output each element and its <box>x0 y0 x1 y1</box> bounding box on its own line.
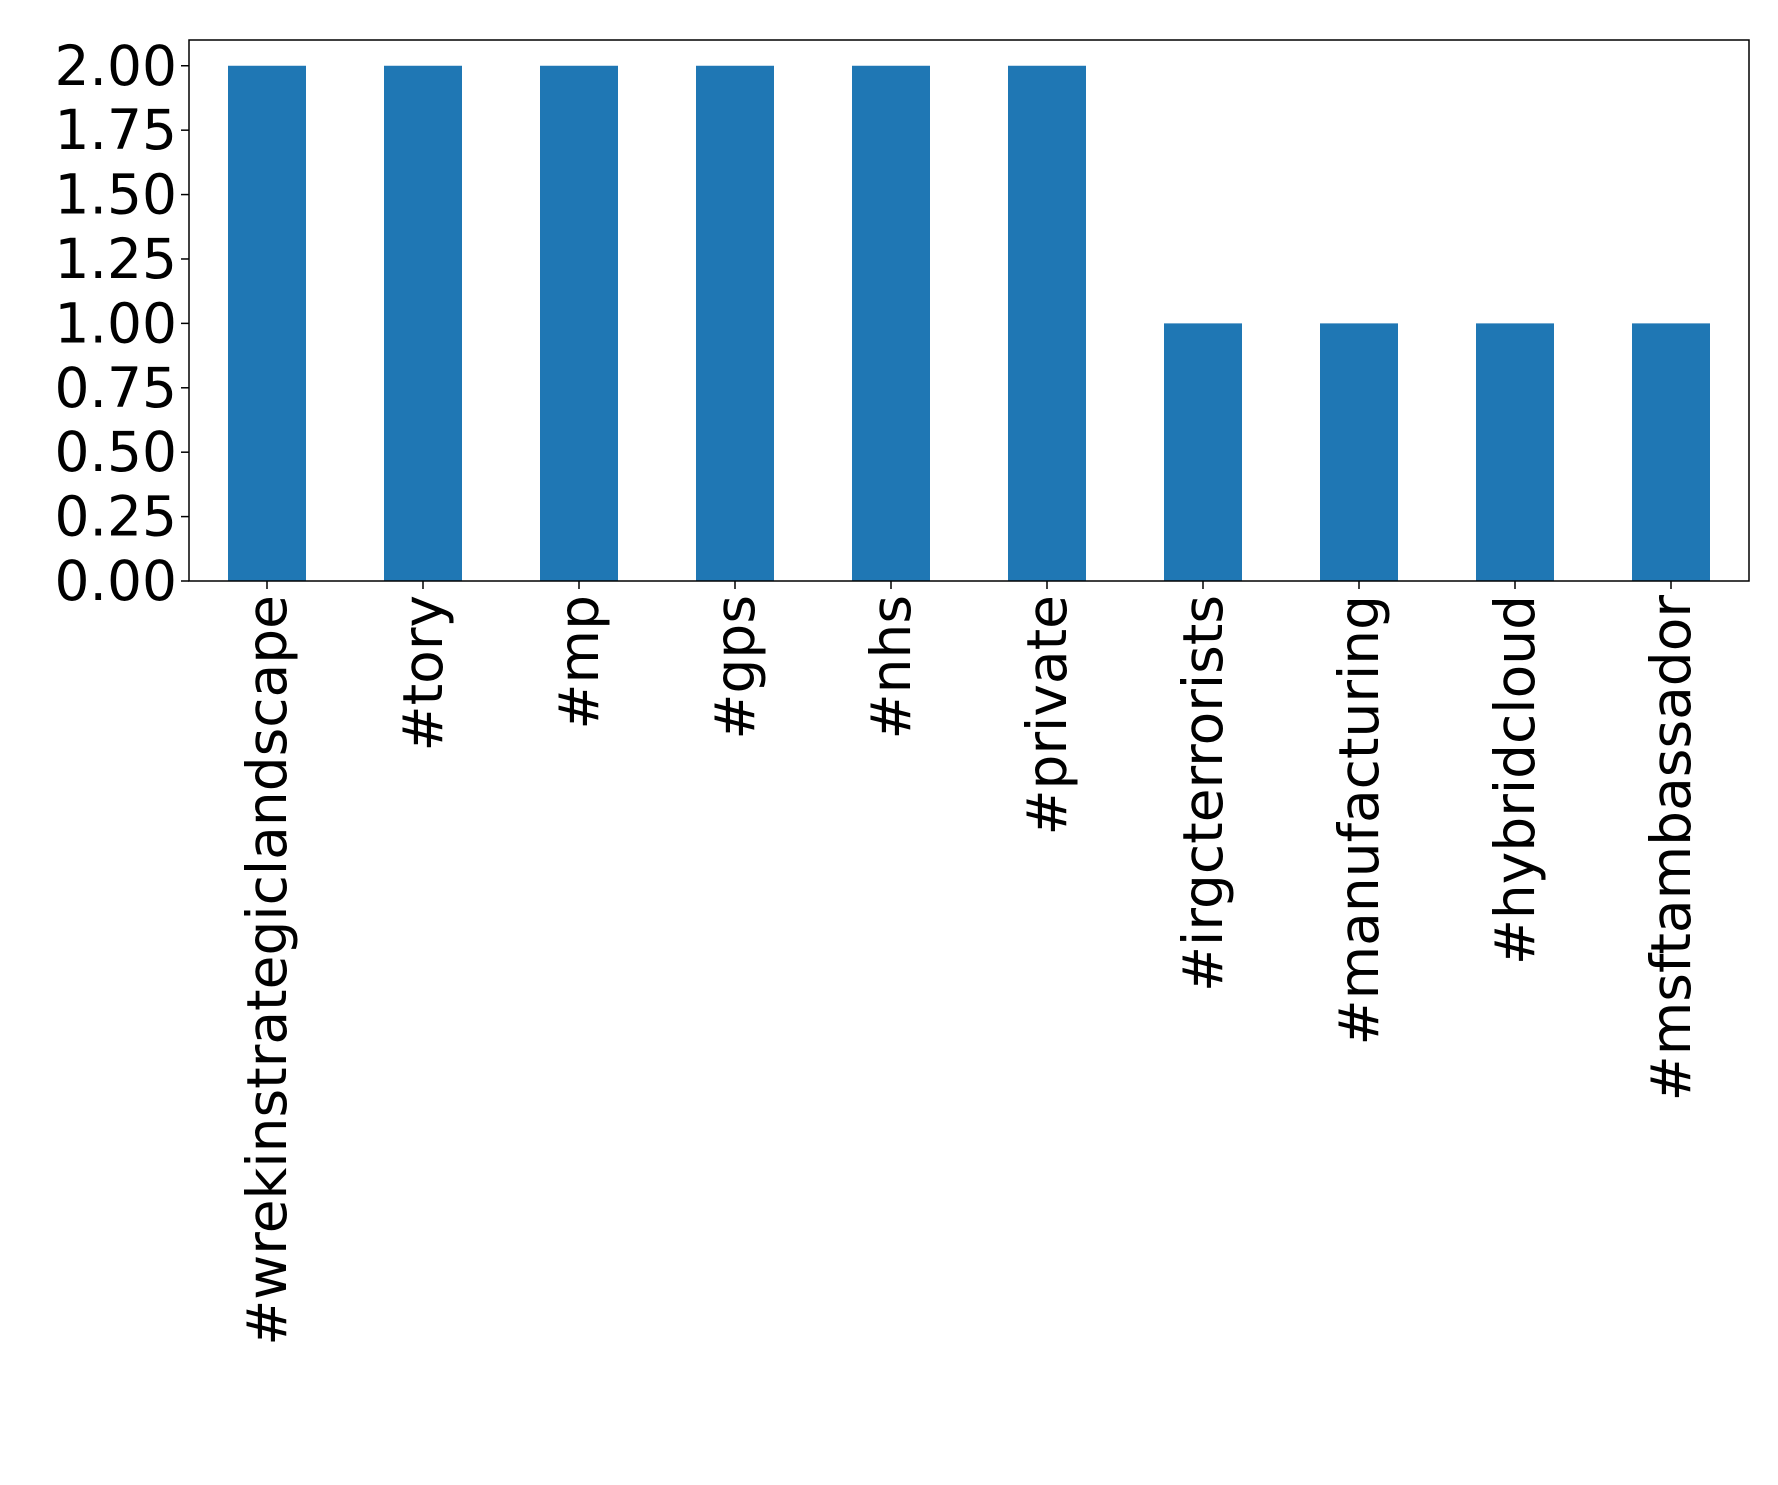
x-tick-label: #gps <box>703 595 767 740</box>
y-tick-label: 1.75 <box>55 98 177 162</box>
y-tick-label: 1.25 <box>55 227 177 291</box>
y-tick-label: 0.25 <box>55 485 177 549</box>
plot-frame <box>188 39 1750 582</box>
x-tick-label: #msftambassador <box>1639 595 1703 1102</box>
x-tick-label: #nhs <box>859 595 923 739</box>
y-tick-label: 0.00 <box>55 549 177 613</box>
x-tick-label: #mp <box>547 595 611 730</box>
bar <box>1164 323 1242 581</box>
bar <box>384 65 462 581</box>
bar <box>228 65 306 581</box>
y-tick-label: 2.00 <box>55 34 177 98</box>
y-tick-label: 1.50 <box>55 163 177 227</box>
x-tick-label: #hybridcloud <box>1483 595 1547 965</box>
x-tick-label: #wrekinstrategiclandscape <box>235 595 299 1346</box>
bar <box>1632 323 1710 581</box>
bar <box>1008 65 1086 581</box>
y-tick-label: 1.00 <box>55 291 177 355</box>
y-tick-label: 0.50 <box>55 420 177 484</box>
bar <box>540 65 618 581</box>
x-tick-label: #manufacturing <box>1327 595 1391 1045</box>
x-tick-label: #tory <box>391 595 455 751</box>
x-tick-label: #private <box>1015 595 1079 836</box>
bar <box>696 65 774 581</box>
bar <box>1476 323 1554 581</box>
x-tick-label: #irgcterrorists <box>1171 595 1235 992</box>
bar <box>852 65 930 581</box>
bar <box>1320 323 1398 581</box>
y-tick-label: 0.75 <box>55 356 177 420</box>
